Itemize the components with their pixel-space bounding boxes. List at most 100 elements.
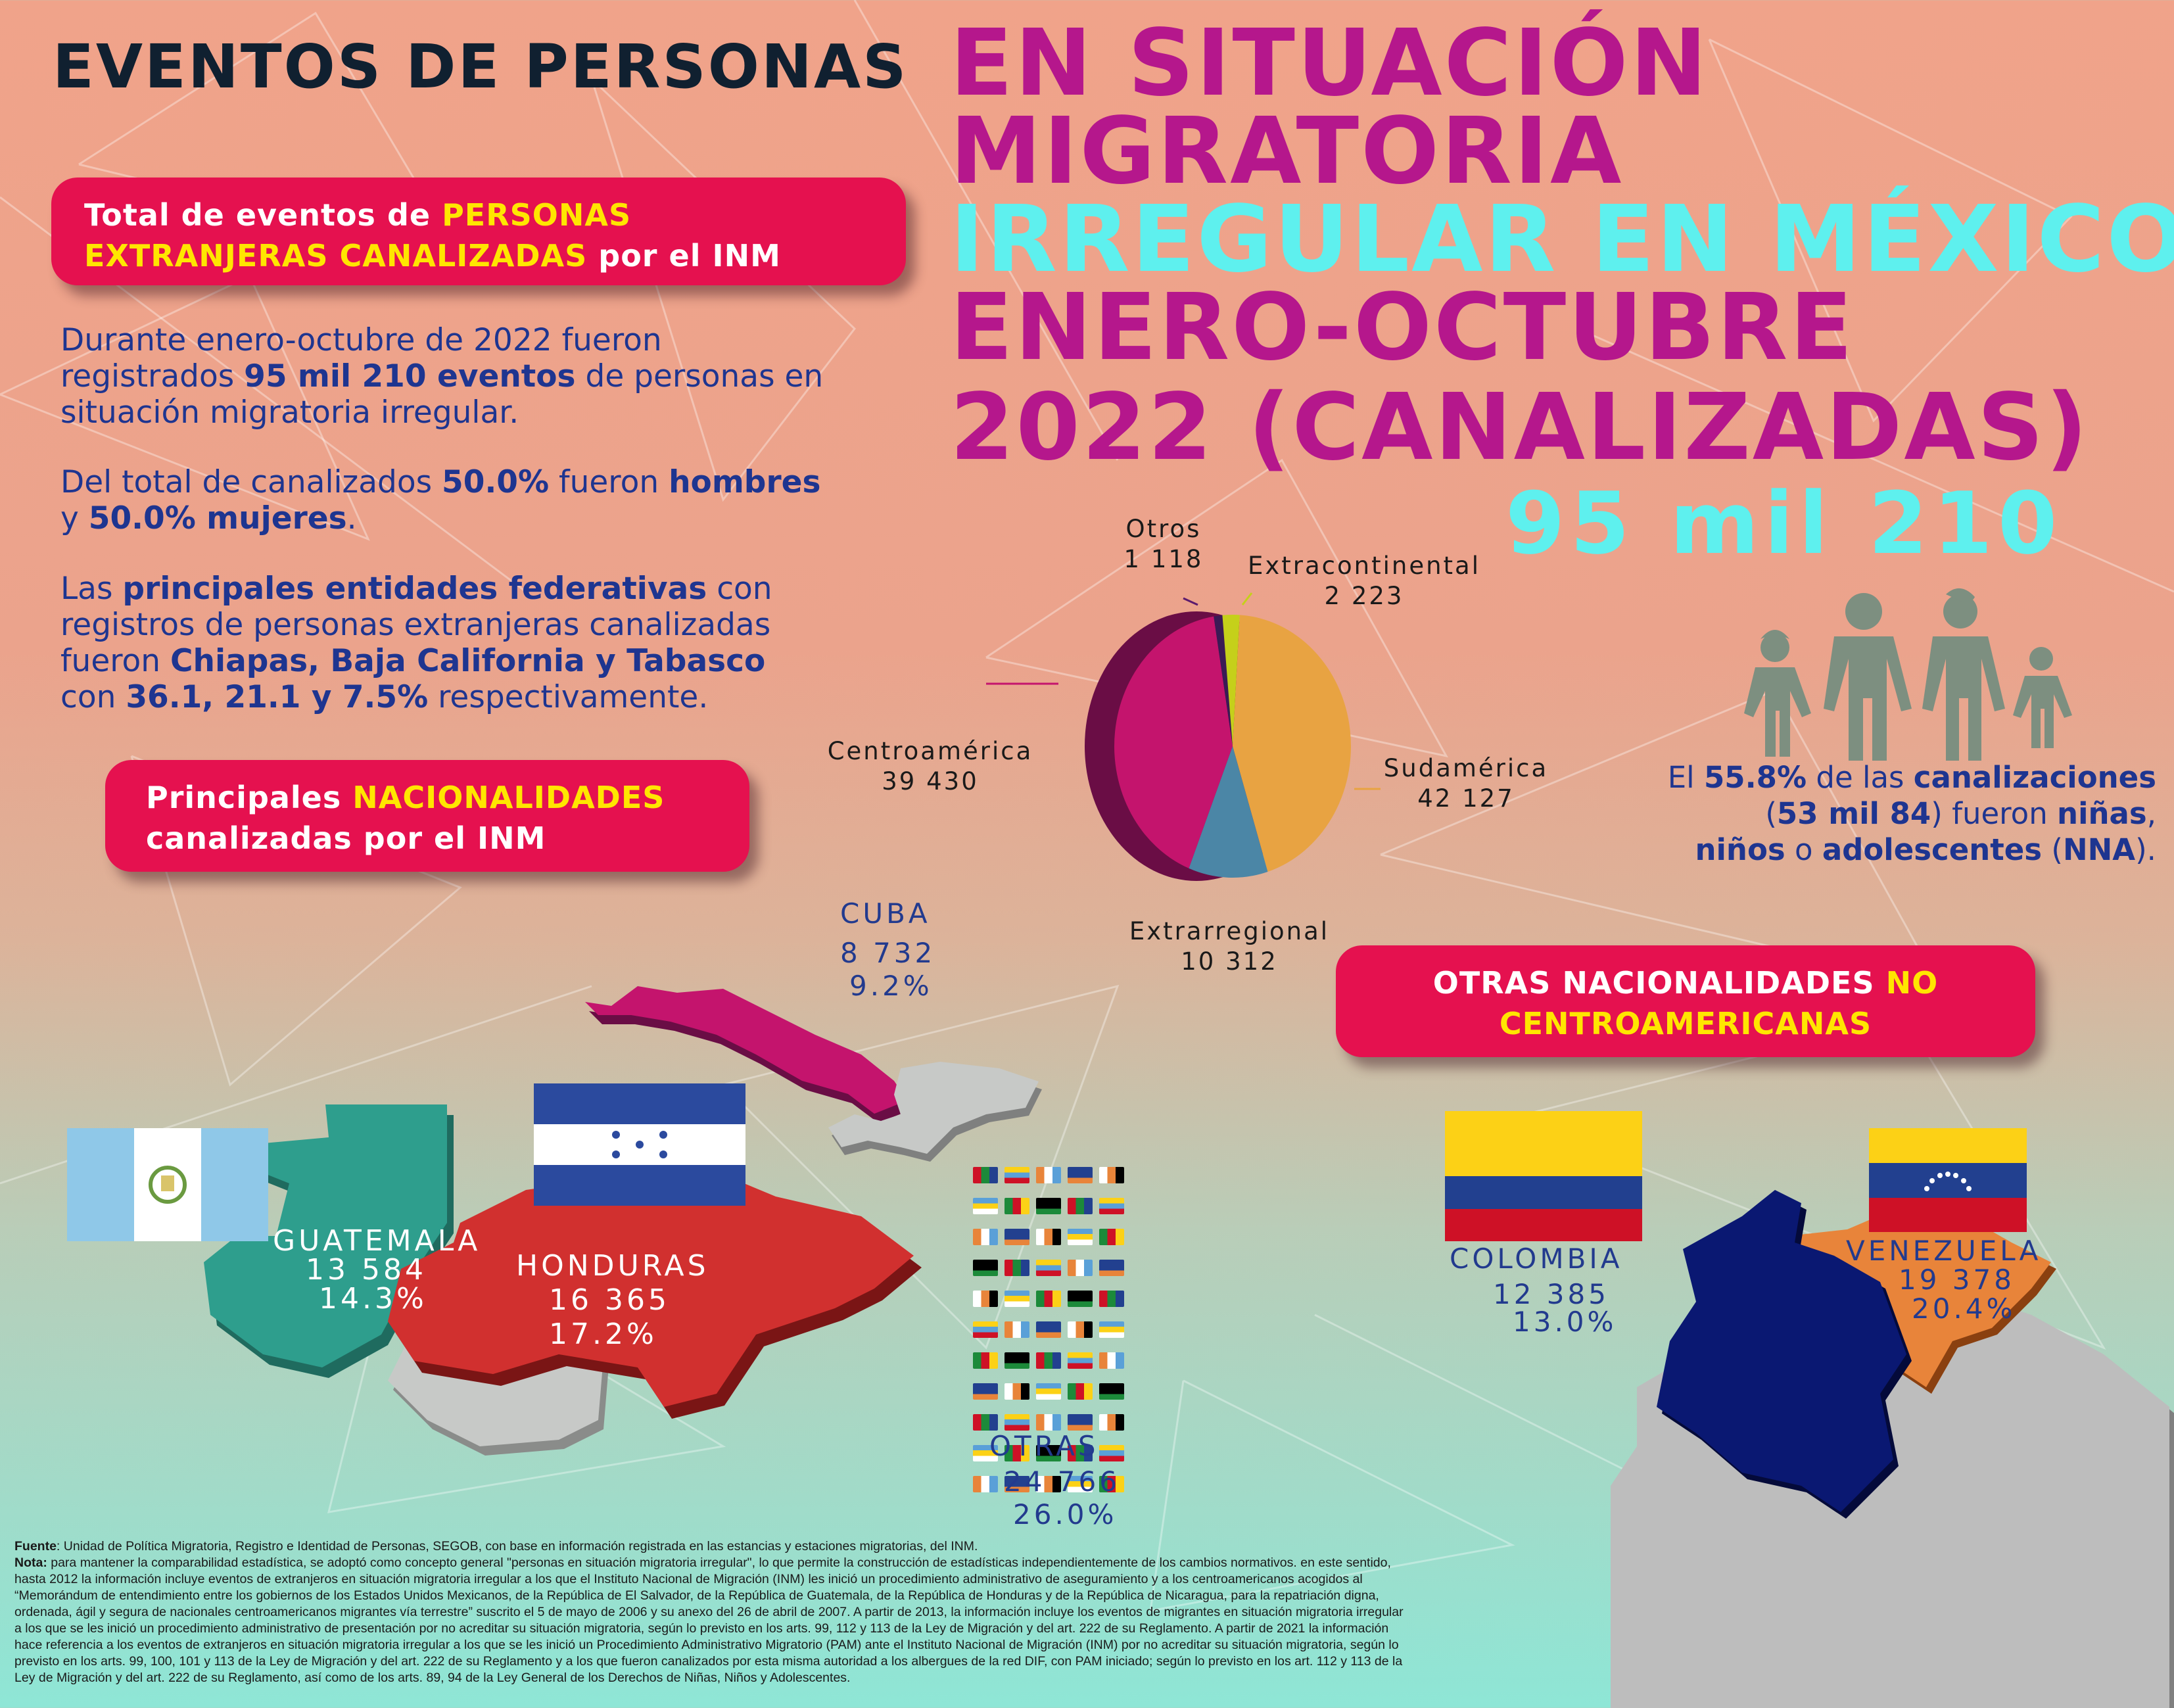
pie-slice-centroamérica bbox=[1114, 616, 1233, 868]
small-flag-icon bbox=[1099, 1198, 1124, 1214]
nna-abbr: NNA bbox=[2062, 832, 2136, 867]
p1-text-b: registrados bbox=[60, 358, 245, 394]
label-otros: Otros 1 118 bbox=[1111, 514, 1216, 575]
p2-women: 50.0% mujeres bbox=[88, 500, 347, 536]
small-flag-icon bbox=[1099, 1476, 1124, 1492]
title-line-1: EN SITUACIÓN bbox=[950, 10, 1709, 117]
nota-label: Nota: bbox=[14, 1555, 47, 1570]
small-flag-icon bbox=[1099, 1352, 1124, 1369]
guatemala-name: GUATEMALA bbox=[273, 1224, 481, 1258]
fuente-label: Fuente bbox=[14, 1539, 57, 1554]
box-total-text-b: PERSONAS bbox=[442, 197, 632, 233]
guatemala-flag bbox=[67, 1128, 268, 1241]
small-flag-icon bbox=[973, 1321, 998, 1338]
p3-text-e: fueron bbox=[60, 643, 171, 679]
small-flag-icon bbox=[1068, 1291, 1093, 1307]
guatemala-pct: 14.3% bbox=[319, 1282, 427, 1316]
small-flag-icon bbox=[1004, 1352, 1029, 1369]
p3-line-2: registros de personas extranjeras canali… bbox=[60, 607, 771, 643]
small-flag-icon bbox=[1036, 1352, 1061, 1369]
nota-text: para mantener la comparabilidad estadíst… bbox=[14, 1555, 1404, 1685]
honduras-shape bbox=[388, 1164, 922, 1419]
small-flag-icon bbox=[1099, 1383, 1124, 1400]
title-line-3: IRREGULAR EN MÉXICO bbox=[950, 186, 2174, 293]
pie-slice-extrarregional bbox=[1189, 746, 1268, 878]
small-flag-icon bbox=[1068, 1229, 1093, 1245]
p2-text-e: y bbox=[60, 500, 89, 536]
paragraph-2: Del total de canalizados 50.0% fueron ho… bbox=[60, 464, 820, 536]
small-flag-icon bbox=[1036, 1321, 1061, 1338]
nna-o: ). bbox=[2135, 832, 2156, 867]
guatemala-value: 13 584 bbox=[306, 1253, 427, 1287]
small-flag-icon bbox=[1068, 1167, 1093, 1183]
otras-value: 24 766 bbox=[1004, 1465, 1120, 1498]
box-nac-text-a: Principales bbox=[146, 780, 353, 815]
pie-slice-extracontinental bbox=[1222, 615, 1240, 746]
p3-text-i: respectivamente. bbox=[428, 679, 709, 715]
colombia-value: 12 385 bbox=[1493, 1278, 1609, 1310]
small-flag-icon bbox=[1036, 1445, 1061, 1461]
paragraph-1: Durante enero-octubre de 2022 fueron reg… bbox=[60, 322, 823, 431]
p3-text-c: con bbox=[707, 571, 772, 607]
small-flag-icon bbox=[1004, 1476, 1029, 1492]
nna-l: adolescentes bbox=[1822, 832, 2043, 867]
family-icon bbox=[1744, 588, 2072, 761]
box-nac-text-c: canalizadas por el bbox=[146, 820, 478, 856]
small-flag-icon bbox=[1099, 1167, 1124, 1183]
p2-men: hombres bbox=[669, 464, 821, 500]
title-line-5: 2022 (CANALIZADAS) bbox=[950, 374, 2090, 481]
p3-pcts: 36.1, 21.1 y 7.5% bbox=[126, 679, 429, 715]
venezuela-flag bbox=[1869, 1128, 2027, 1232]
box-total-text-c: EXTRANJERAS CANALIZADAS bbox=[84, 238, 588, 273]
label-extrarregional-name: Extrarregional bbox=[1129, 917, 1330, 945]
p1-line-3: situación migratoria irregular. bbox=[60, 394, 519, 431]
small-flag-icon bbox=[1004, 1383, 1029, 1400]
footnote: Fuente: Unidad de Política Migratoria, R… bbox=[14, 1538, 1408, 1686]
box-otras-text-c: CENTROAMERICANAS bbox=[1499, 1006, 1872, 1041]
small-flag-icon bbox=[1004, 1445, 1029, 1461]
small-flag-icon bbox=[1099, 1229, 1124, 1245]
small-flag-icon bbox=[1036, 1291, 1061, 1307]
box-nac-text-b: NACIONALIDADES bbox=[352, 780, 665, 815]
small-flag-icon bbox=[1004, 1260, 1029, 1276]
small-flag-icon bbox=[1099, 1445, 1124, 1461]
nna-a: El bbox=[1667, 760, 1704, 795]
label-otros-value: 1 118 bbox=[1123, 545, 1204, 573]
pie-slice-sudamérica bbox=[1233, 615, 1351, 872]
small-flag-icon bbox=[973, 1291, 998, 1307]
p1-highlight: 95 mil 210 eventos bbox=[244, 358, 576, 394]
small-flag-icon bbox=[1068, 1476, 1093, 1492]
title-left: EVENTOS DE PERSONAS bbox=[53, 32, 909, 102]
p2-men-pct: 50.0% bbox=[442, 464, 550, 500]
p1-text-d: de personas en bbox=[575, 358, 824, 394]
small-flag-icon bbox=[1036, 1383, 1061, 1400]
colombia-pct: 13.0% bbox=[1513, 1306, 1617, 1338]
nna-pct: 55.8% bbox=[1703, 760, 1807, 795]
label-sudamerica: Sudamérica 42 127 bbox=[1367, 753, 1565, 814]
small-flag-icon bbox=[1036, 1476, 1061, 1492]
small-flag-icon bbox=[973, 1229, 998, 1245]
honduras-pct: 17.2% bbox=[549, 1317, 657, 1351]
small-flag-icon bbox=[1004, 1414, 1029, 1431]
label-sudamerica-name: Sudamérica bbox=[1383, 754, 1549, 782]
small-flag-icon bbox=[1099, 1291, 1124, 1307]
label-extrarregional: Extrarregional 10 312 bbox=[1104, 916, 1354, 977]
colombia-name: COLOMBIA bbox=[1450, 1243, 1623, 1275]
label-extracontinental-name: Extracontinental bbox=[1247, 552, 1480, 580]
other-flags-grid bbox=[973, 1167, 1124, 1492]
total-events-box: Total de eventos de PERSONAS EXTRANJERAS… bbox=[51, 178, 906, 285]
p1-line-1: Durante enero-octubre de 2022 fueron bbox=[60, 322, 662, 358]
p3-highlight-1: principales entidades federativas bbox=[122, 571, 707, 607]
nna-m: ( bbox=[2042, 832, 2063, 867]
honduras-flag bbox=[534, 1083, 745, 1206]
p2-text-a: Del total de canalizados bbox=[60, 464, 442, 500]
small-flag-icon bbox=[1036, 1198, 1061, 1214]
small-flag-icon bbox=[973, 1167, 998, 1183]
venezuela-label: VENEZUELA 19 378 20.4% bbox=[1846, 1235, 2041, 1325]
small-flag-icon bbox=[1004, 1198, 1029, 1214]
small-flag-icon bbox=[1004, 1291, 1029, 1307]
fuente-text: : Unidad de Política Migratoria, Registr… bbox=[56, 1539, 978, 1554]
nna-d: canalizaciones bbox=[1913, 760, 2156, 795]
nna-h: niñas bbox=[2057, 796, 2147, 831]
small-flag-icon bbox=[973, 1260, 998, 1276]
